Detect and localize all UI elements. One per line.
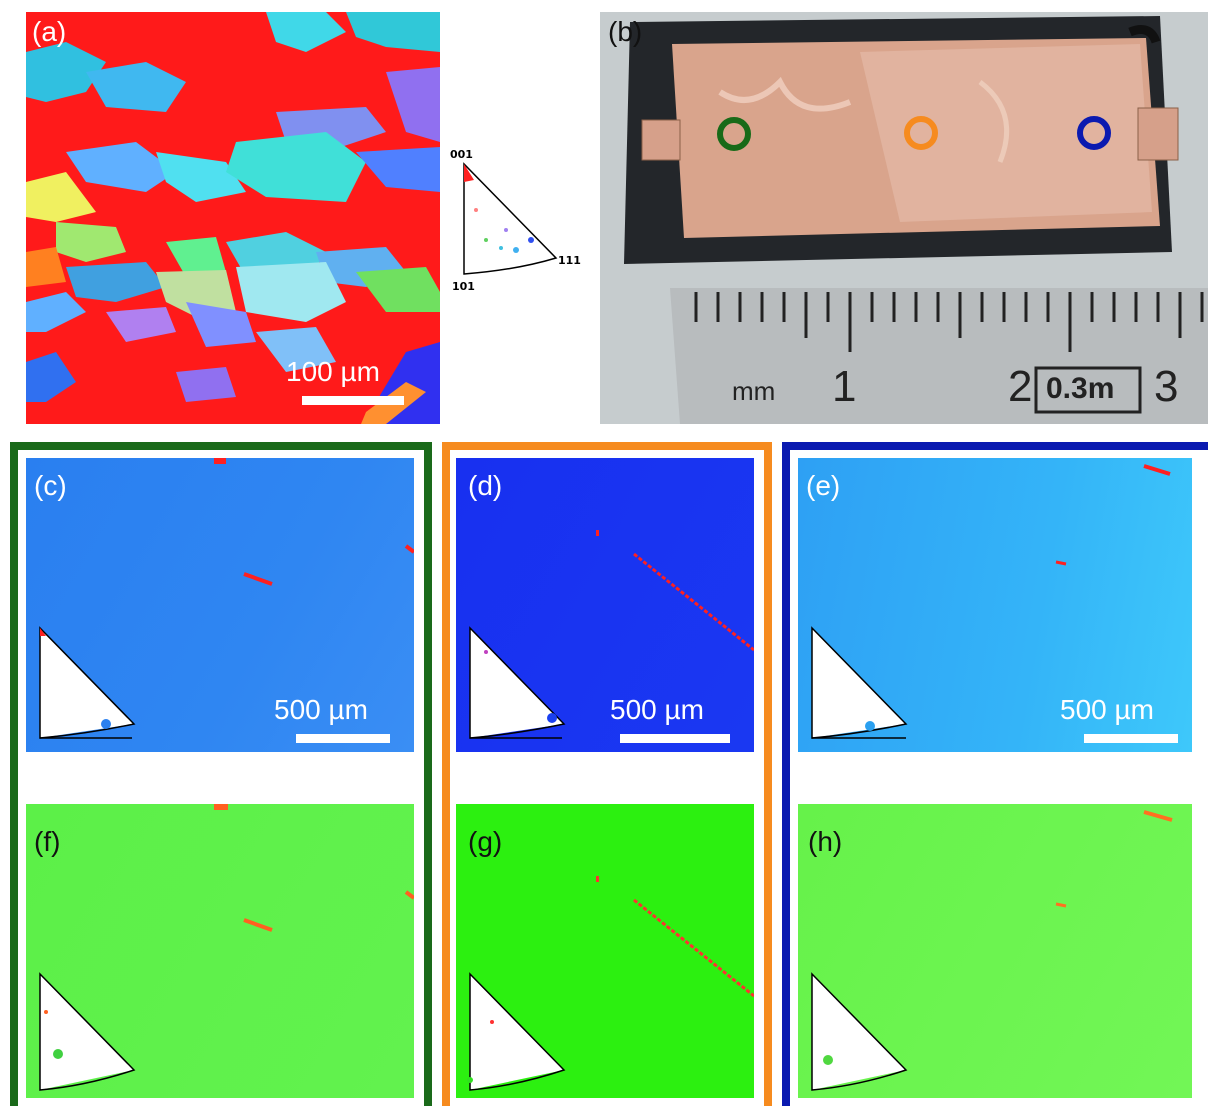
orange-frame	[442, 442, 772, 1106]
panel-e-scale-text: 500 µm	[1060, 694, 1154, 725]
ipf-label-111: 111	[558, 254, 581, 267]
panel-c: (c) 500 µm	[26, 458, 414, 752]
sample-photo	[600, 12, 1208, 424]
panel-d-label: (d)	[468, 470, 503, 501]
panel-d-scale-text: 500 µm	[610, 694, 704, 725]
panel-b-label: (b)	[608, 16, 643, 47]
panel-h: (h)	[798, 804, 1192, 1098]
ipf-label-001: 001	[450, 148, 473, 161]
panel-e: (e) 500 µm	[798, 458, 1192, 752]
panel-a: (a) 100 µm	[26, 12, 440, 424]
ipf-label-101: 101	[452, 280, 475, 293]
panel-a-scale-text: 100 µm	[286, 356, 380, 387]
panel-e-label: (e)	[806, 470, 841, 501]
panel-a-label: (a)	[32, 16, 67, 47]
panel-f-label: (f)	[34, 826, 61, 857]
panel-c-label: (c)	[34, 470, 67, 501]
panel-c-scale-text: 500 µm	[274, 694, 368, 725]
blue-frame	[782, 442, 1208, 1106]
ruler-number-2: 2	[1008, 362, 1033, 411]
panel-a-scale-bar	[302, 396, 404, 405]
panel-e-scale-bar	[1084, 734, 1178, 743]
panel-g: (g)	[456, 804, 754, 1098]
ruler-number-3: 3	[1154, 362, 1179, 411]
green-frame	[10, 442, 432, 1106]
ruler-number-1: 1	[832, 362, 857, 411]
ruler-unit: mm	[732, 376, 776, 406]
ebsd-map	[26, 12, 440, 424]
panel-d: (d) 500 µm	[456, 458, 754, 752]
panel-f: (f)	[26, 804, 414, 1098]
panel-h-label: (h)	[808, 826, 843, 857]
panel-b: (b) mm 1 2 0.3m 3	[600, 12, 1208, 424]
ruler-box-label: 0.3m	[1046, 372, 1115, 405]
panel-c-scale-bar	[296, 734, 390, 743]
ipf-legend: 001 101 111	[446, 140, 586, 300]
panel-g-label: (g)	[468, 826, 503, 857]
panel-d-scale-bar	[620, 734, 730, 743]
